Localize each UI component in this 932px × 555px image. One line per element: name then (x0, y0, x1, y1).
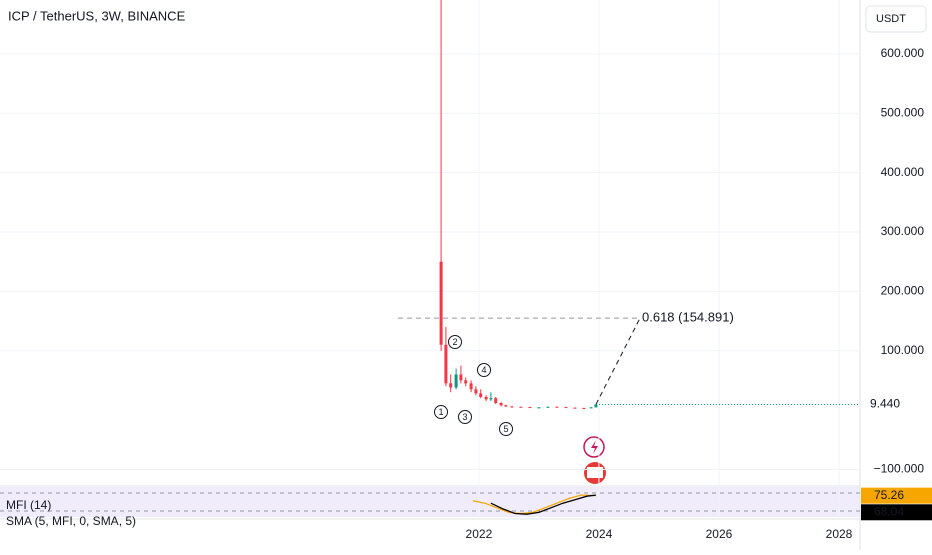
lightning-glyph (591, 440, 598, 454)
candle-body (528, 407, 532, 409)
wave-circle (477, 363, 491, 377)
candle-body (546, 406, 550, 408)
wave-label: 3 (462, 412, 467, 422)
currency-label[interactable]: USDT (876, 13, 906, 25)
candle-body (564, 407, 568, 409)
mfi-value-tag (861, 487, 932, 504)
candle-body (537, 407, 541, 409)
candle-body (489, 398, 493, 400)
wave-circle (499, 422, 513, 436)
currency-button[interactable] (865, 5, 927, 33)
symbol-title: ICP / TetherUS, 3W, BINANCE (8, 8, 186, 23)
candle-body (504, 405, 508, 407)
candle-body (439, 261, 443, 345)
candle-body (444, 344, 448, 384)
candle-body (594, 404, 598, 408)
candle-body (449, 383, 453, 388)
wave-circle (458, 410, 472, 424)
candle-body (454, 374, 458, 388)
candle-body (582, 407, 586, 409)
projection-line (595, 317, 641, 405)
x-tick-label: 2026 (706, 527, 733, 541)
candle-body (499, 402, 503, 406)
y-tick-label: 400.000 (881, 165, 925, 179)
candle-body (479, 393, 483, 397)
candle-body (519, 406, 523, 408)
wave-label: 1 (438, 407, 443, 417)
y-tick-label: −100.000 (874, 462, 925, 476)
wave-circle (448, 335, 462, 349)
mfi-band (0, 487, 860, 517)
y-tick-label: 500.000 (881, 106, 925, 120)
mfi-value-tag (861, 504, 932, 521)
wave-label: 2 (452, 337, 457, 347)
wave-label: 5 (503, 424, 508, 434)
candle-body (555, 406, 559, 408)
candle-body (494, 398, 498, 403)
candle-body (573, 407, 577, 409)
plot: 600.000 500.000 400.000 300.000 200.000 100.0… (0, 0, 932, 541)
candle-body (459, 374, 463, 381)
sma-label: SMA (5, MFI, 0, SMA, 5) (6, 514, 136, 528)
flag-glyph (587, 467, 603, 478)
x-tick-label: 2028 (826, 527, 853, 541)
mfi-label: MFI (14) (6, 498, 51, 512)
wave-label: 4 (481, 365, 486, 375)
x-tick-label: 2022 (466, 527, 493, 541)
mfi-sma (490, 494, 596, 515)
candle-body (474, 389, 478, 394)
y-tick-label: 600.000 (881, 46, 925, 60)
mfi-value-label: 68.04 (874, 504, 904, 518)
candle-body (464, 380, 468, 384)
candle-body (469, 383, 473, 390)
candle-body (589, 407, 593, 409)
candle-body (510, 406, 514, 408)
x-tick-label: 2024 (586, 527, 613, 541)
candle-body (484, 396, 488, 400)
y-tick-label: 300.000 (881, 224, 925, 238)
fib-label: 0.618 (154.891) (642, 310, 734, 325)
wave-circle (434, 405, 448, 419)
mfi-line (472, 494, 596, 515)
y-tick-label: 200.000 (881, 284, 925, 298)
last-price-label: 9.440 (870, 397, 900, 411)
mfi-value-label: 75.26 (874, 488, 904, 502)
y-tick-label: 100.000 (881, 343, 925, 357)
